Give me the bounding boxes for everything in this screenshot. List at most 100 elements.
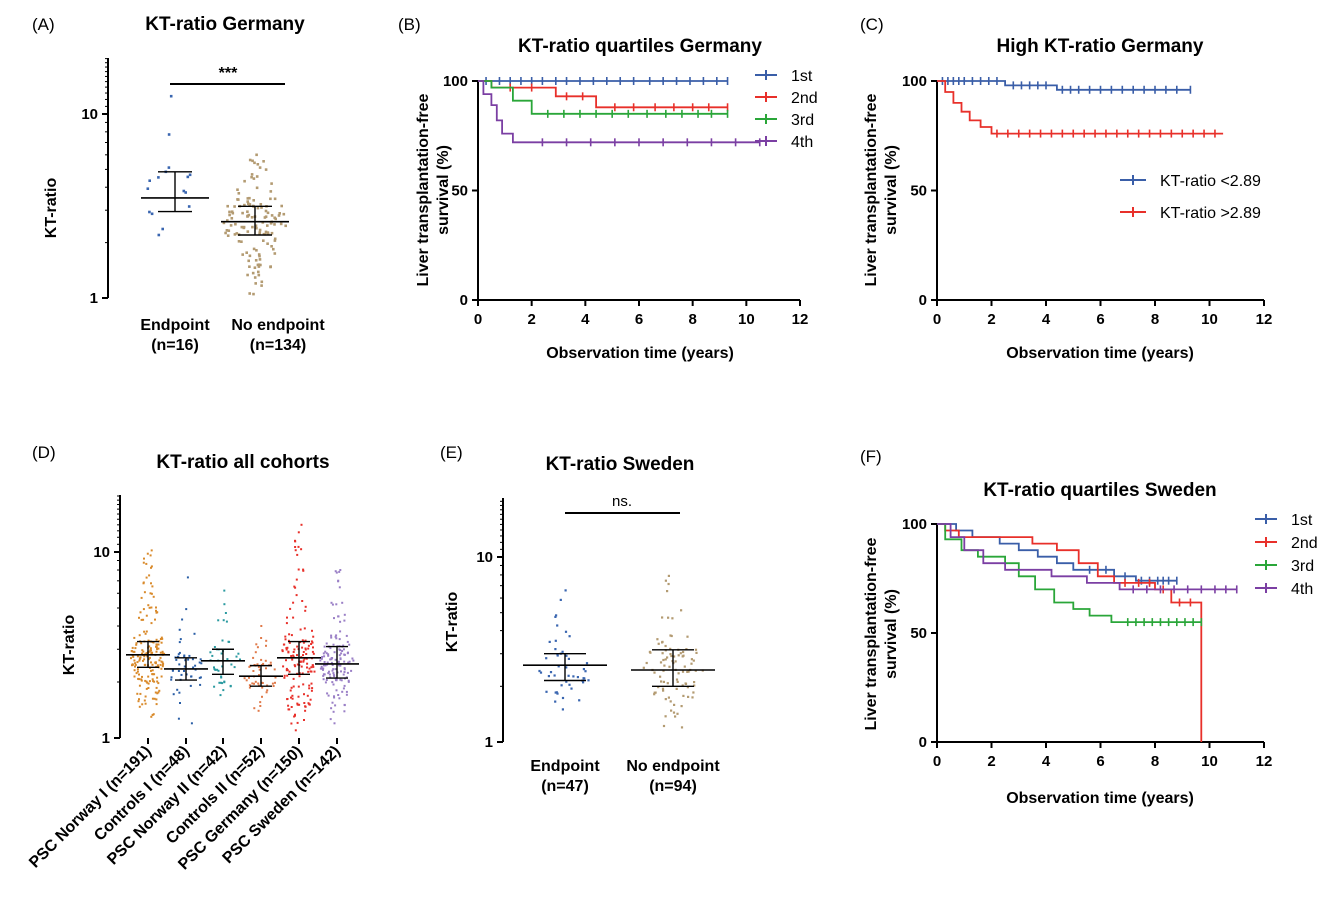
data-point (682, 694, 685, 697)
y-tick-label: 50 (451, 183, 468, 200)
data-point (183, 670, 185, 672)
data-point (169, 94, 173, 98)
data-point (248, 665, 251, 668)
data-point (251, 159, 254, 163)
data-point (170, 676, 173, 679)
data-point (684, 682, 688, 685)
data-point (675, 678, 679, 681)
data-point (147, 645, 150, 648)
data-point (235, 232, 239, 235)
data-point (265, 667, 267, 670)
data-point (178, 628, 181, 631)
data-point (331, 664, 334, 666)
data-point (222, 221, 226, 225)
data-point (130, 650, 133, 653)
data-point (307, 702, 310, 705)
data-point (304, 648, 307, 651)
data-point (246, 214, 249, 218)
data-point (692, 691, 695, 694)
data-point (217, 619, 220, 622)
data-point (310, 666, 313, 669)
data-point (301, 639, 304, 642)
data-point (148, 650, 151, 653)
data-point (645, 661, 648, 665)
data-point (187, 205, 191, 208)
data-point (294, 713, 296, 716)
data-point (152, 641, 155, 644)
data-point (226, 234, 230, 237)
data-point (692, 659, 695, 662)
data-point (285, 622, 288, 625)
data-point (186, 175, 190, 179)
data-point (136, 655, 139, 658)
data-point (156, 648, 159, 651)
data-point (269, 197, 272, 201)
data-point (288, 633, 291, 636)
data-point (253, 161, 256, 165)
data-point (346, 640, 349, 643)
data-point (669, 634, 672, 637)
data-point (255, 643, 258, 646)
data-point (252, 670, 255, 672)
data-point (297, 531, 300, 534)
data-point (284, 224, 287, 228)
data-point (345, 693, 348, 696)
data-point (328, 670, 330, 673)
data-point (286, 616, 288, 619)
x-tick-label: 0 (933, 311, 941, 328)
data-point (209, 651, 212, 654)
data-point (287, 704, 290, 707)
data-point (662, 724, 666, 728)
panel-d-yticks: 1 10 (93, 495, 120, 747)
data-point (219, 694, 222, 697)
data-point (319, 667, 322, 670)
panel-c-legend: KT-ratio <2.89 KT-ratio >2.89 (1120, 173, 1261, 222)
panel-d-title: KT-ratio all cohorts (156, 452, 329, 473)
data-point (259, 263, 262, 267)
data-point (158, 659, 161, 662)
data-point (147, 682, 150, 685)
data-point (670, 654, 673, 658)
data-point (199, 676, 202, 679)
data-point (155, 650, 158, 653)
data-point (561, 708, 564, 711)
data-point (135, 643, 138, 646)
data-point (352, 659, 355, 662)
data-point (162, 662, 165, 665)
data-point (556, 624, 559, 627)
data-point (277, 214, 281, 217)
data-point (294, 729, 297, 732)
data-point (266, 224, 269, 227)
data-point (144, 663, 147, 666)
data-point (148, 656, 151, 659)
legend-label-2: 2nd (791, 90, 818, 107)
data-point (189, 684, 192, 687)
data-point (198, 661, 201, 664)
data-point (300, 523, 303, 526)
data-point (258, 231, 262, 234)
data-point (161, 665, 164, 668)
data-point (138, 657, 141, 660)
y-tick-label: 50 (910, 625, 927, 642)
data-point (136, 661, 139, 664)
data-point (307, 647, 310, 650)
data-point (147, 675, 150, 678)
panel-e-group1-n: (n=47) (541, 778, 589, 795)
data-point (159, 638, 162, 640)
data-point (288, 708, 291, 711)
data-point (309, 698, 312, 701)
data-point (134, 663, 137, 666)
data-point (337, 579, 340, 582)
data-point (146, 187, 150, 190)
data-point (233, 233, 237, 236)
data-point (140, 678, 143, 681)
panel-f-plot: 0 2 4 6 8 10 12 0 50 100 (902, 516, 1272, 770)
data-point (145, 687, 148, 690)
data-point (134, 665, 136, 668)
data-point (150, 606, 153, 609)
data-point (142, 582, 145, 585)
data-point (565, 666, 568, 669)
data-point (133, 636, 136, 639)
data-point (660, 680, 663, 683)
data-point (302, 568, 305, 571)
